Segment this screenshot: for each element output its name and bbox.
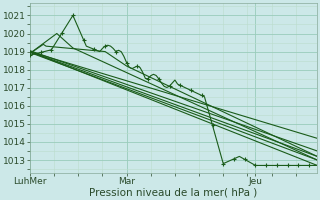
- X-axis label: Pression niveau de la mer( hPa ): Pression niveau de la mer( hPa ): [90, 187, 258, 197]
